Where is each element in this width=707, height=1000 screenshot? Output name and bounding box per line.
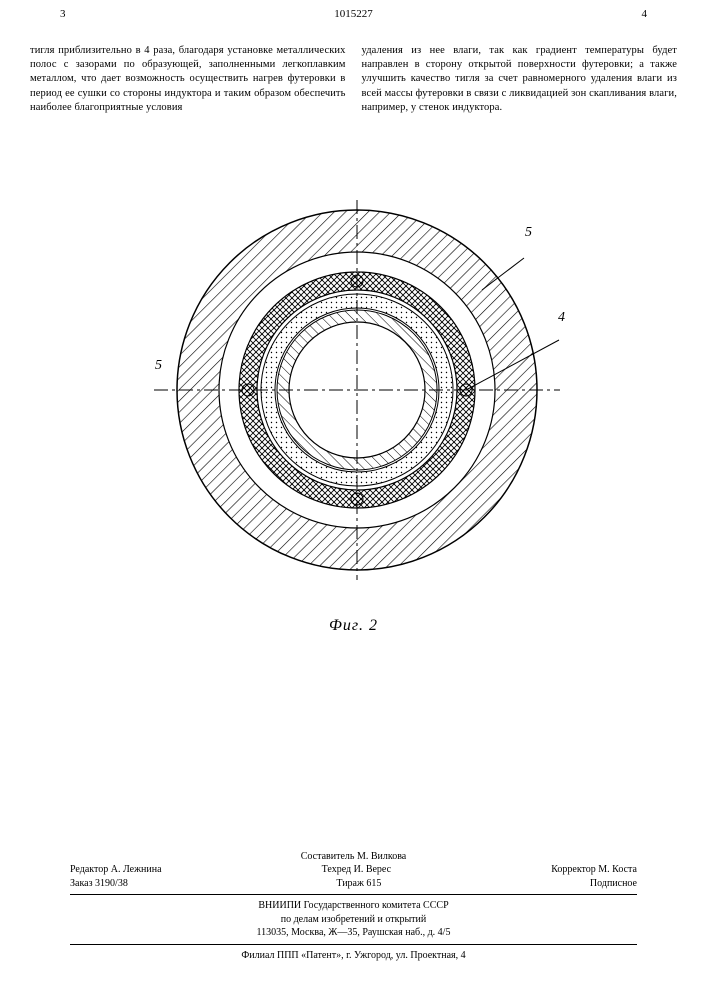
- footer-divider-1: [70, 894, 637, 895]
- callout-4: 4: [558, 310, 565, 326]
- footer-subscription: Подписное: [590, 877, 637, 891]
- footer-order: Заказ 3190/38: [70, 877, 128, 891]
- footer-address: 113035, Москва, Ж—35, Раушская наб., д. …: [70, 926, 637, 940]
- footer-org1: ВНИИПИ Государственного комитета СССР: [70, 899, 637, 913]
- footer-divider-2: [70, 944, 637, 945]
- text-columns: тигля приблизительно в 4 раза, благодаря…: [0, 20, 707, 115]
- footer-editor: Редактор А. Лежнина: [70, 863, 162, 877]
- footer-corrector: Корректор М. Коста: [551, 863, 637, 877]
- footer-techred: Техред И. Верес: [322, 863, 391, 877]
- figure-caption: Фиг. 2: [0, 617, 707, 635]
- footer-tirage: Тираж 615: [336, 877, 381, 891]
- callout-5-left: 5: [155, 358, 162, 374]
- figure-2: Фиг. 2: [0, 180, 707, 635]
- column-left: тигля приблизительно в 4 раза, благодаря…: [30, 44, 346, 115]
- column-right: удаления из нее влаги, так как градиент …: [362, 44, 678, 115]
- figure-svg: [104, 180, 604, 600]
- page-num-right: 4: [642, 8, 648, 20]
- patent-number: 1015227: [334, 8, 373, 20]
- footer-block: Составитель М. Вилкова Редактор А. Лежни…: [70, 850, 637, 963]
- footer-compiler: Составитель М. Вилкова: [70, 850, 637, 864]
- footer-org2: по делам изобретений и открытий: [70, 913, 637, 927]
- page-num-left: 3: [60, 8, 66, 20]
- callout-5-right: 5: [525, 225, 532, 241]
- footer-branch: Филиал ППП «Патент», г. Ужгород, ул. Про…: [70, 949, 637, 963]
